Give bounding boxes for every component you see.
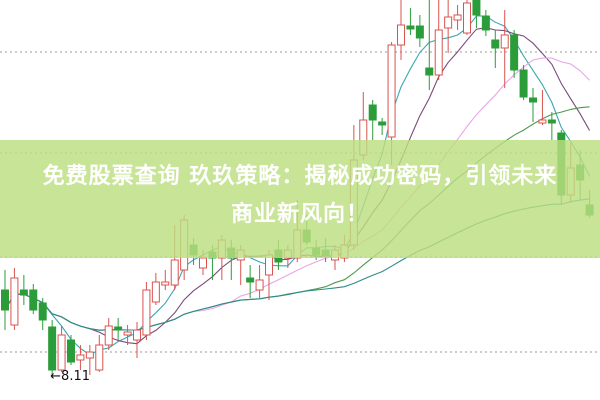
candle-down	[415, 25, 424, 39]
candle-up	[142, 289, 151, 336]
candle-down	[1, 289, 9, 311]
candle-up	[10, 277, 19, 326]
candle-down	[38, 302, 47, 321]
candle-up	[453, 14, 462, 21]
candle-down	[491, 39, 500, 49]
headline-line-2: 商业新风向！	[230, 202, 369, 227]
headline: 免费股票查询 玖玖策略：揭秘成功密码，引领未来 商业新风向！	[0, 158, 600, 234]
candle-down	[48, 326, 57, 371]
candle-up	[500, 34, 509, 49]
candle-up	[463, 2, 471, 34]
candle-down	[67, 339, 75, 363]
candle-down	[519, 69, 528, 98]
candle-down	[529, 97, 537, 103]
headline-banner	[0, 140, 600, 258]
headline-line-1: 免费股票查询 玖玖策略：揭秘成功密码，引领未来	[42, 164, 558, 189]
arrow-left-icon: ←	[50, 369, 62, 384]
candle-up	[255, 279, 264, 291]
candle-down	[406, 25, 415, 30]
candle-down	[472, 0, 481, 16]
candle-up	[104, 325, 113, 346]
candle-down	[246, 277, 255, 283]
low-price-label: ←8.11	[50, 369, 90, 384]
candle-down	[19, 289, 28, 296]
candle-up	[170, 259, 179, 286]
candle-down	[368, 104, 377, 121]
candle-up	[85, 351, 94, 359]
candle-up	[538, 119, 547, 124]
low-price-value: 8.11	[61, 369, 90, 384]
candle-down	[114, 326, 123, 331]
candle-up	[95, 344, 104, 371]
candle-down	[481, 15, 490, 31]
candle-down	[29, 289, 38, 311]
candle-up	[57, 334, 66, 371]
candle-up	[199, 257, 207, 269]
candle-up	[397, 24, 405, 46]
candle-up	[151, 281, 160, 303]
candle-up	[161, 281, 170, 286]
candle-down	[547, 119, 556, 124]
candle-up	[387, 44, 396, 138]
candle-down	[510, 34, 519, 71]
candle-up	[265, 254, 273, 276]
candle-down	[425, 67, 434, 76]
candle-up	[133, 329, 141, 341]
candle-up	[434, 29, 443, 76]
candle-up	[444, 16, 453, 29]
candle-up	[123, 331, 132, 336]
candle-down	[378, 121, 387, 126]
candle-up	[76, 354, 85, 361]
